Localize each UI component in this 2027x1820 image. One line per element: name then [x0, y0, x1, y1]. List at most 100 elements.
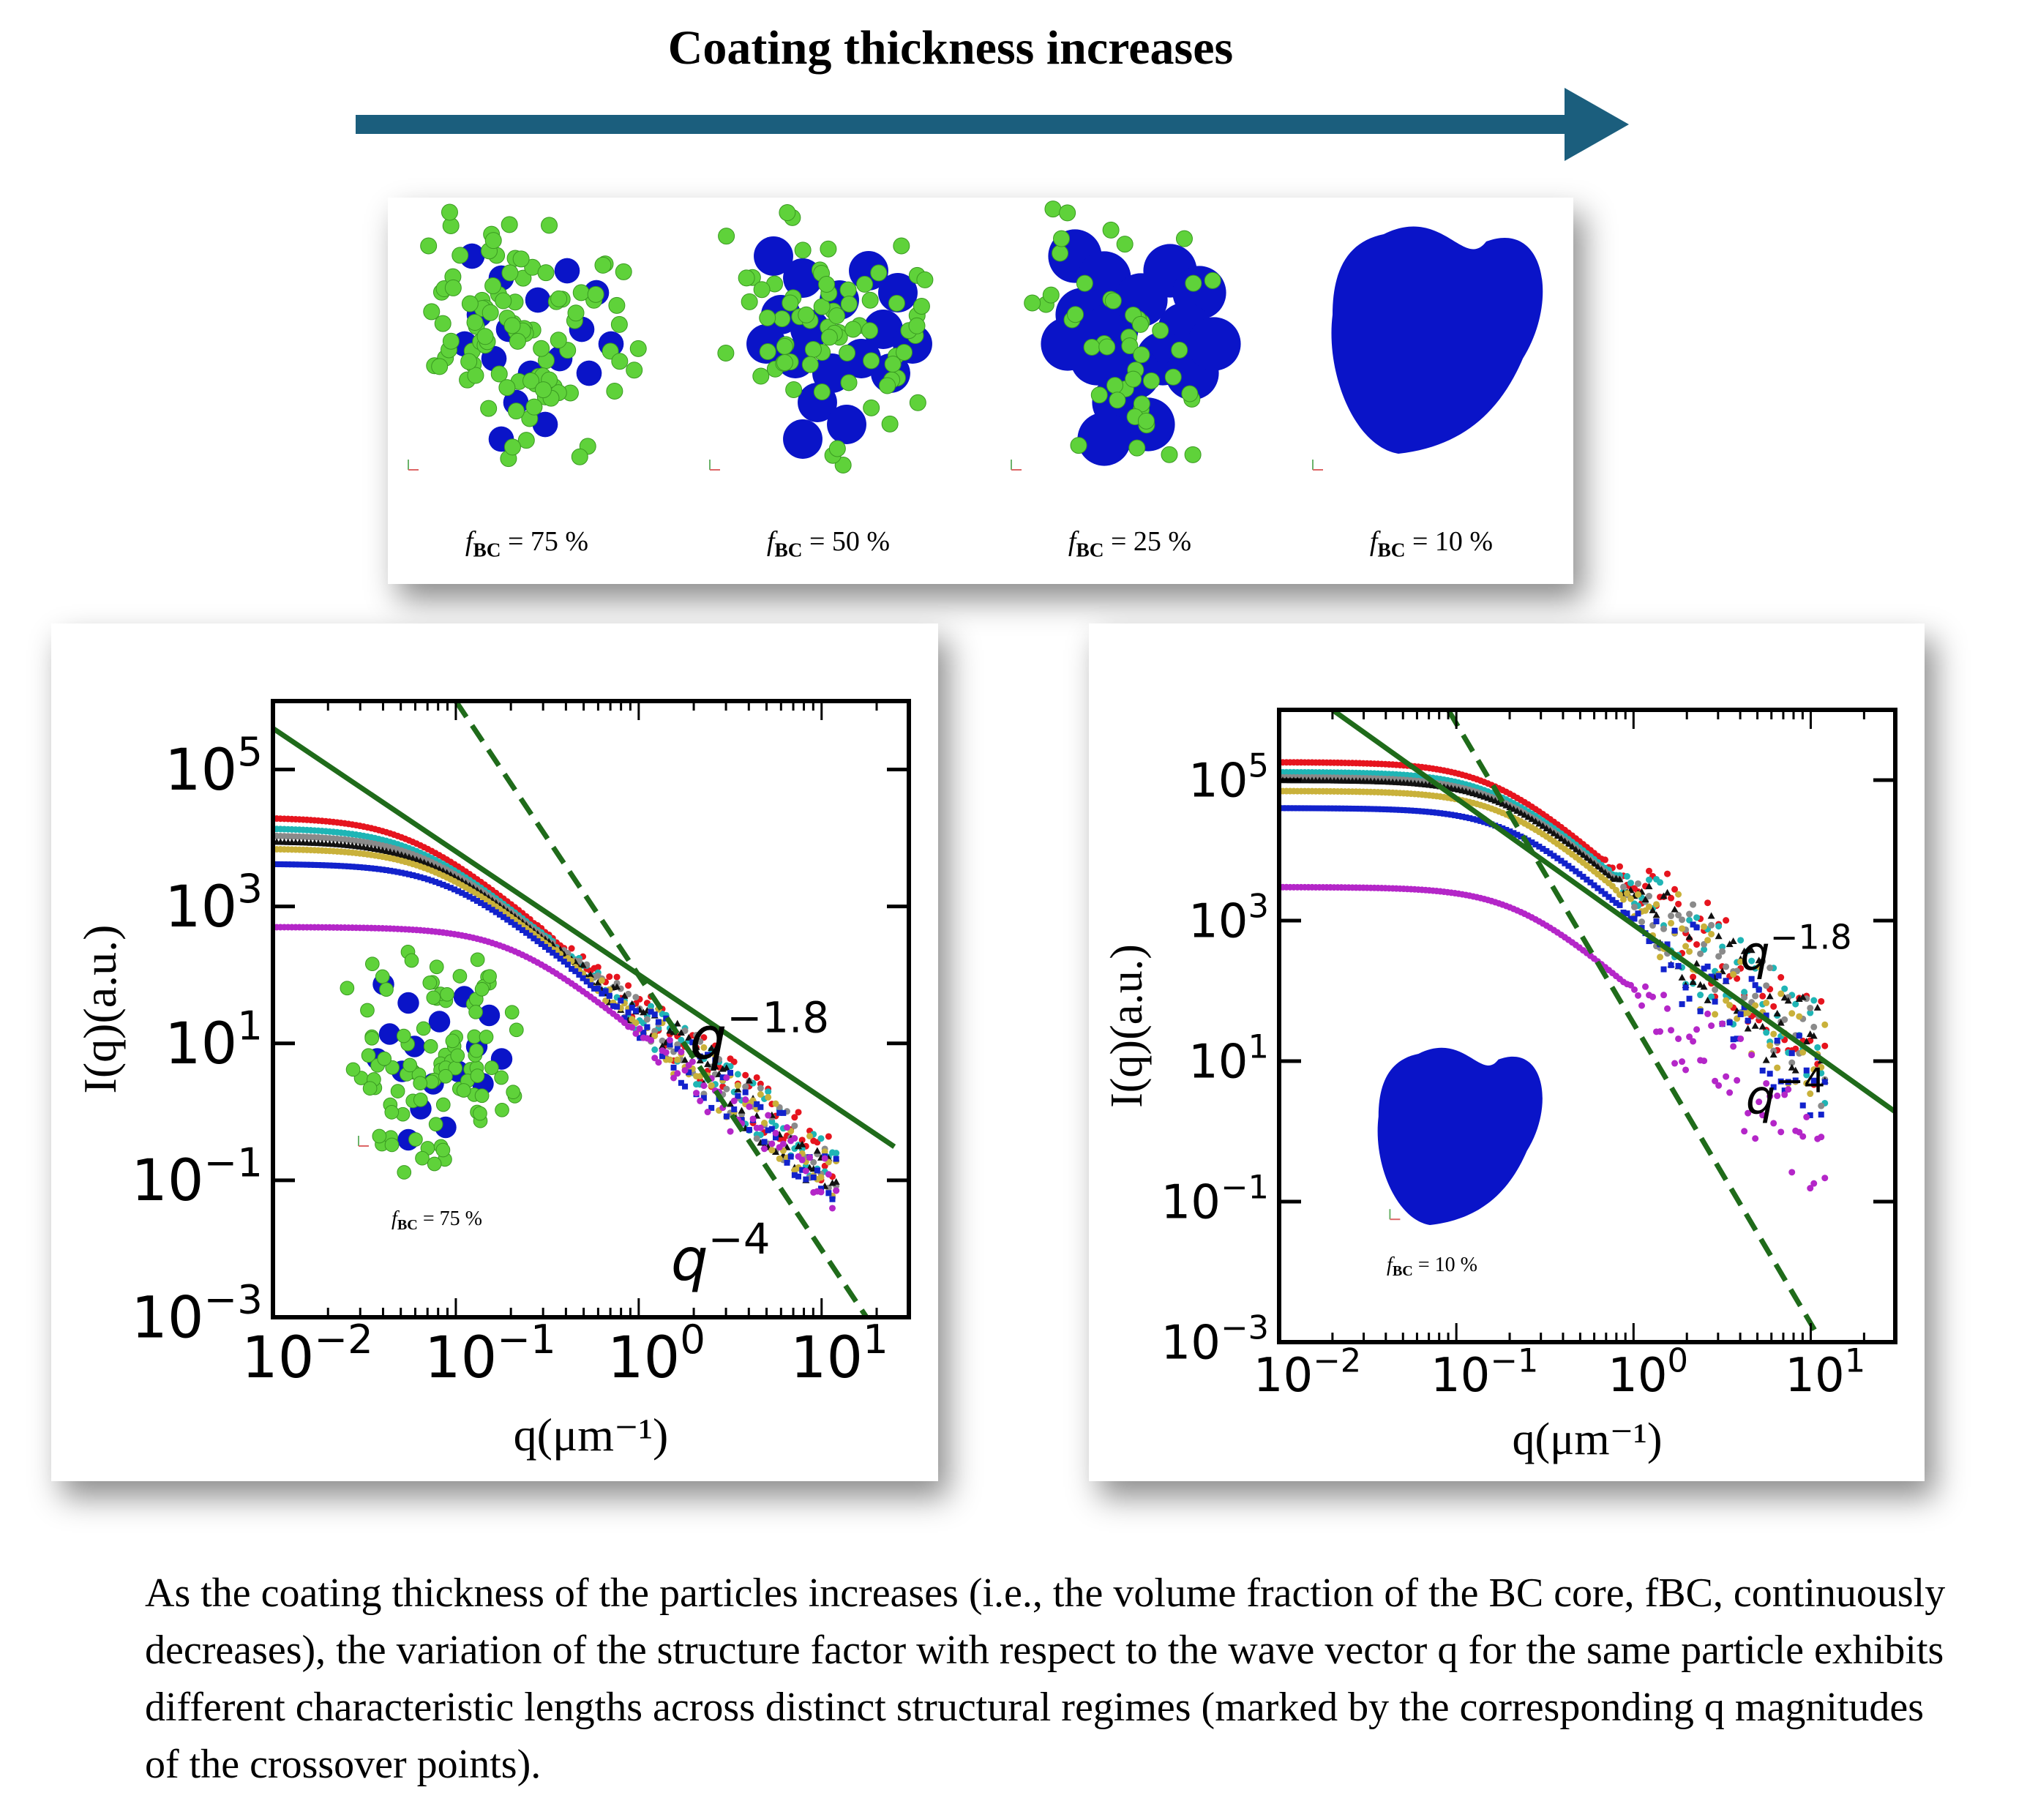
data-point [776, 1109, 783, 1116]
core-monomer [1102, 221, 1120, 239]
data-point [1818, 1134, 1825, 1141]
data-point [1619, 896, 1627, 903]
data-point [1445, 811, 1451, 817]
core-monomer [839, 281, 857, 299]
core-monomer [484, 1060, 499, 1075]
core-monomer [452, 969, 468, 984]
core-monomer [384, 1104, 400, 1120]
axis-ticks [1278, 710, 1897, 1344]
data-point [1701, 923, 1708, 930]
data-point [681, 1027, 689, 1034]
core-monomer [431, 358, 449, 375]
data-point [364, 864, 371, 871]
data-point [1404, 807, 1411, 814]
data-point [1642, 983, 1649, 990]
core-monomer [1052, 244, 1069, 262]
core-monomer [1044, 201, 1062, 218]
data-point [773, 1134, 779, 1141]
core-monomer [804, 340, 822, 358]
data-point [632, 1019, 640, 1027]
data-point [1660, 966, 1667, 973]
data-point [387, 867, 394, 874]
data-point [1762, 1056, 1770, 1063]
data-point [1810, 1180, 1818, 1187]
data-point [629, 1024, 636, 1031]
inset-label: fBC = 75 % [391, 1207, 482, 1233]
data-point [705, 1052, 711, 1058]
data-point [678, 1036, 685, 1044]
data-point [1741, 989, 1748, 996]
data-point [734, 1082, 741, 1089]
axis-ticks [271, 701, 910, 1319]
plot-clip: fBC = 10 % [1279, 710, 1895, 1331]
data-point [1390, 806, 1396, 813]
data-point [1448, 812, 1455, 818]
data-point [761, 1139, 768, 1145]
data-point [651, 1032, 659, 1039]
core-monomer [1171, 341, 1188, 359]
data-point [1781, 1087, 1788, 1094]
data-point [1730, 1036, 1736, 1043]
data-point [648, 1008, 654, 1015]
core-monomer [390, 1084, 405, 1098]
y-tick-label: 105 [1188, 746, 1269, 809]
data-point [829, 1205, 836, 1212]
data-point [1678, 973, 1686, 981]
data-point [1737, 1035, 1745, 1042]
core-monomer [606, 382, 623, 400]
core-monomer [888, 294, 905, 312]
data-point [606, 973, 613, 981]
core-monomer [522, 372, 540, 389]
data-point [1766, 992, 1774, 1000]
data-point [1781, 1091, 1788, 1098]
core-monomer [1042, 286, 1060, 304]
data-point [1777, 974, 1785, 981]
data-point [798, 1140, 806, 1147]
data-point [443, 883, 450, 889]
data-point [610, 1003, 616, 1009]
core-monomer [426, 990, 441, 1006]
core-monomer [484, 232, 502, 250]
data-point [424, 876, 431, 883]
data-point [1748, 957, 1756, 965]
data-point [734, 1085, 742, 1093]
data-point [1528, 815, 1536, 823]
data-point [798, 1156, 806, 1164]
core-monomer [828, 440, 846, 457]
data-point [1803, 995, 1810, 1003]
data-point [1568, 842, 1576, 850]
data-point [1763, 982, 1770, 989]
data-point [1777, 1128, 1785, 1136]
data-point [1668, 919, 1675, 926]
core-monomer [884, 356, 902, 373]
data-point [1499, 800, 1507, 807]
data-point [546, 946, 552, 953]
data-point [534, 938, 541, 945]
data-point [1726, 1002, 1734, 1009]
data-point [1434, 809, 1440, 816]
data-point [375, 866, 382, 872]
data-point [1502, 801, 1510, 809]
core-monomer [550, 290, 568, 307]
core-monomer [1070, 437, 1087, 454]
data-point [1723, 917, 1730, 924]
coating-blob [878, 273, 918, 312]
data-point [1280, 805, 1286, 812]
core-monomer [839, 344, 856, 362]
core-monomer [844, 321, 862, 338]
core-monomer [494, 1070, 509, 1085]
plot-area: fBC = 10 % q−1.8 q−4 [1277, 708, 1897, 1344]
core-monomer [738, 269, 755, 287]
core-monomer [404, 953, 419, 968]
data-point [1707, 912, 1715, 919]
core-monomer [813, 383, 831, 401]
data-point [1737, 1011, 1744, 1017]
data-point [1313, 805, 1319, 812]
core-monomer [1024, 294, 1041, 312]
core-monomer [498, 379, 516, 397]
data-point [1755, 956, 1763, 964]
data-point [1715, 932, 1723, 940]
data-point [768, 1126, 775, 1132]
data-point [489, 907, 495, 913]
data-point [765, 1127, 771, 1134]
